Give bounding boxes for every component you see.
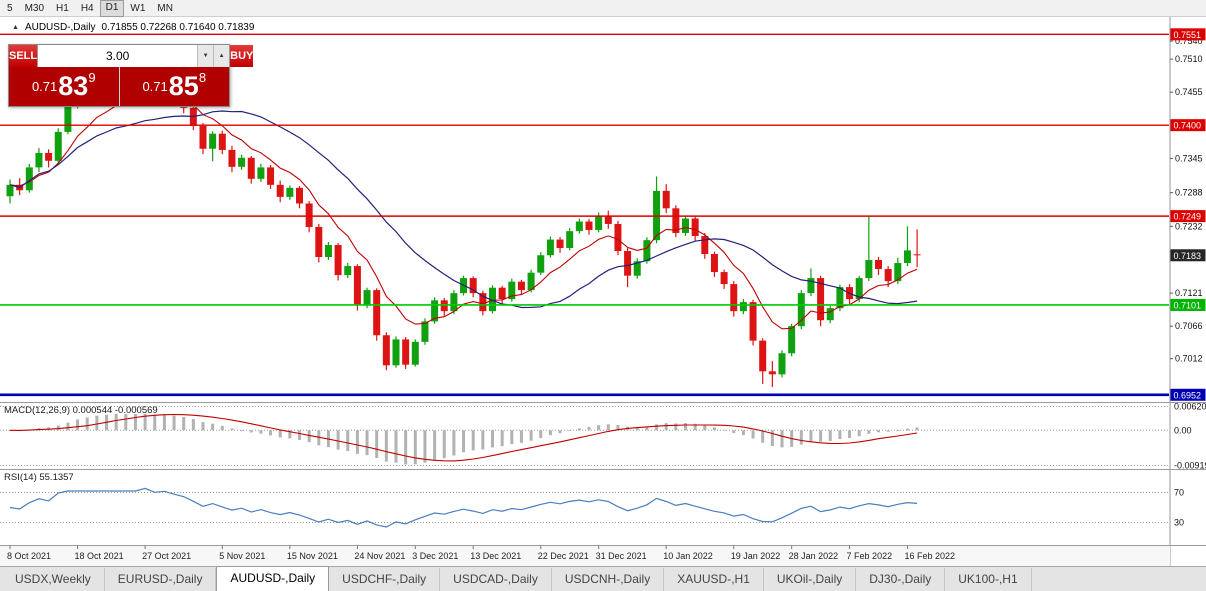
price-badge-label: 0.7249 (1174, 212, 1202, 222)
buy-button[interactable]: BUY (230, 45, 254, 67)
period-button-w1[interactable]: W1 (130, 2, 146, 14)
volume-box: ▼ ▲ (37, 45, 231, 67)
chart-tab-xauusd-h1[interactable]: XAUUSD-,H1 (664, 568, 764, 591)
price-badge (1170, 298, 1206, 311)
date-label: 22 Dec 2021 (538, 551, 589, 561)
date-label: 5 Nov 2021 (219, 551, 265, 561)
chart-title: ▲ AUDUSD-,Daily 0.71855 0.72268 0.71640 … (12, 22, 254, 33)
price-tick-label: 0.7066 (1175, 321, 1203, 331)
sell-price-display[interactable]: 0.71 83 9 (9, 67, 119, 106)
price-tick-label: 0.7540 (1175, 36, 1203, 46)
date-label: 31 Dec 2021 (596, 551, 647, 561)
ma-slow-line (9, 110, 918, 309)
price-badge (1170, 249, 1206, 262)
price-tick-label: 0.7510 (1175, 54, 1203, 64)
date-label: 27 Oct 2021 (142, 551, 191, 561)
timeframe-toolbar: 5 M30 H1 H4 D1 W1 MN (0, 0, 1206, 17)
trade-controls-row: SELL ▼ ▲ BUY (9, 45, 254, 67)
chart-tabbar: USDX,Weekly EURUSD-,Daily AUDUSD-,Daily USD… (0, 566, 1206, 591)
buy-price-pip: 8 (198, 70, 207, 85)
date-label: 19 Jan 2022 (731, 551, 781, 561)
macd-label: MACD(12,26,9) 0.000544 -0.000569 (4, 405, 158, 416)
date-axis[interactable]: 8 Oct 2021 18 Oct 2021 27 Oct 2021 5 Nov 20… (0, 546, 1170, 566)
sell-price-prefix: 0.71 (31, 79, 58, 94)
volume-increase-button[interactable]: ▲ (213, 45, 230, 67)
price-tick-label: 0.7232 (1175, 221, 1203, 231)
rsi-level-label: 30 (1174, 518, 1184, 528)
date-label: 16 Feb 2022 (904, 551, 955, 561)
chart-tab-uk100-h1[interactable]: UK100-,H1 (945, 568, 1032, 591)
buy-price-display[interactable]: 0.71 85 8 (119, 67, 229, 106)
date-label: 3 Dec 2021 (412, 551, 458, 561)
horizontal-lines (0, 33, 1169, 397)
chart-tab-eurusd-daily[interactable]: EURUSD-,Daily (105, 568, 217, 591)
price-badge-label: 0.7101 (1174, 300, 1202, 310)
chart-tab-audusd-daily[interactable]: AUDUSD-,Daily (216, 566, 330, 591)
sell-price-big: 83 (58, 71, 89, 101)
volume-input[interactable] (38, 45, 198, 67)
price-tick-label: 0.7288 (1175, 188, 1203, 198)
date-label: 18 Oct 2021 (75, 551, 124, 561)
price-badge-label: 0.7551 (1174, 30, 1202, 40)
date-label: 8 Oct 2021 (7, 551, 51, 561)
chart-tab-usdchf-daily[interactable]: USDCHF-,Daily (329, 568, 441, 591)
date-label: 13 Dec 2021 (470, 551, 521, 561)
buy-price-big: 85 (168, 71, 199, 101)
period-button-mn[interactable]: MN (157, 2, 173, 14)
buy-price-prefix: 0.71 (142, 79, 168, 94)
chart-canvas[interactable]: 0.7540 0.7510 0.7455 0.7345 0.7288 0.7232 0.71… (0, 17, 1206, 566)
period-button-h1[interactable]: H1 (56, 2, 69, 14)
trade-prices-row: 0.71 83 9 0.71 85 8 (9, 67, 229, 106)
price-badge (1170, 119, 1206, 132)
price-badge-label: 0.7183 (1174, 251, 1202, 261)
date-label: 15 Nov 2021 (287, 551, 338, 561)
date-label: 24 Nov 2021 (354, 551, 405, 561)
price-badge (1170, 210, 1206, 223)
price-badge-label: 0.6952 (1174, 390, 1202, 400)
one-click-trading-widget: SELL ▼ ▲ BUY 0.71 83 9 0.71 85 8 (8, 44, 254, 107)
price-axis[interactable]: 0.7540 0.7510 0.7455 0.7345 0.7288 0.7232 0.71… (1169, 17, 1206, 566)
price-badge (1170, 388, 1206, 401)
price-badge-label: 0.7400 (1174, 121, 1202, 131)
price-badge (1170, 28, 1206, 41)
period-button-d1[interactable]: D1 (99, 0, 125, 17)
period-button-m30[interactable]: M30 (24, 2, 45, 14)
rsi-level-label: 70 (1174, 488, 1184, 498)
rsi-pane (0, 487, 1169, 528)
price-tick-label: 0.7012 (1175, 354, 1203, 364)
macd-signal-line (9, 413, 918, 462)
macd-scale-max: 0.00620 (1174, 402, 1206, 412)
chart-tab-dj30-daily[interactable]: DJ30-,Daily (856, 568, 946, 591)
price-tick-label: 0.7455 (1175, 87, 1203, 97)
chart-symbol-icon: ▲ (12, 24, 19, 31)
chart-ohlc-values: 0.71855 0.72268 0.71640 0.71839 (101, 22, 255, 33)
chart-tab-usdx-weekly[interactable]: USDX,Weekly (2, 568, 105, 591)
macd-scale-zero: 0.00 (1174, 425, 1192, 435)
chart-symbol-label: AUDUSD-,Daily (24, 22, 96, 33)
date-label: 28 Jan 2022 (789, 551, 839, 561)
sell-price-pip: 9 (88, 70, 96, 85)
chart-tab-usdcad-daily[interactable]: USDCAD-,Daily (440, 568, 552, 591)
macd-pane (0, 406, 1169, 466)
chart-tab-ukoil-daily[interactable]: UKOil-,Daily (764, 568, 857, 591)
volume-decrease-button[interactable]: ▼ (197, 45, 214, 67)
period-button-5[interactable]: 5 (7, 2, 13, 14)
date-label: 7 Feb 2022 (847, 551, 893, 561)
macd-scale-min: -0.00919 (1174, 461, 1206, 471)
price-tick-label: 0.7345 (1175, 153, 1203, 163)
date-label: 10 Jan 2022 (663, 551, 713, 561)
price-tick-label: 0.7121 (1175, 288, 1203, 298)
rsi-line (9, 487, 918, 528)
period-button-h4[interactable]: H4 (80, 2, 94, 14)
chart-tab-usdcnh-daily[interactable]: USDCNH-,Daily (552, 568, 665, 591)
sell-button[interactable]: SELL (9, 45, 38, 67)
chart-area: 0.7540 0.7510 0.7455 0.7345 0.7288 0.7232 0.71… (0, 17, 1206, 566)
rsi-label: RSI(14) 55.1357 (4, 472, 74, 483)
